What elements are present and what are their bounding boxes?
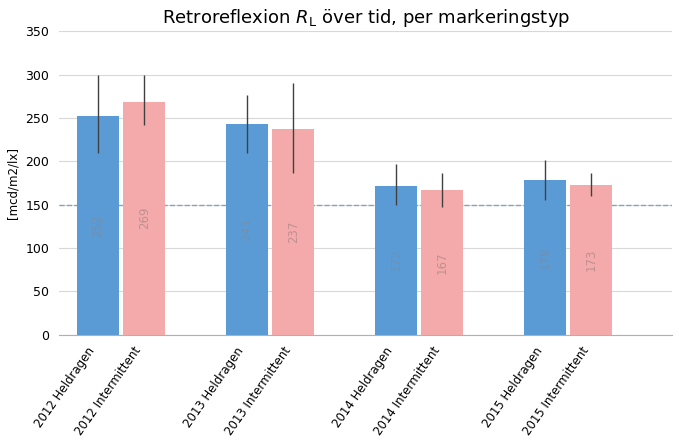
- Bar: [272, 129, 314, 335]
- Text: 173: 173: [585, 249, 598, 271]
- Bar: [77, 116, 119, 335]
- Text: 269: 269: [138, 207, 151, 229]
- Text: 178: 178: [538, 247, 551, 269]
- Bar: [375, 186, 417, 335]
- Bar: [226, 124, 268, 335]
- Bar: [570, 185, 612, 335]
- Text: 172: 172: [390, 249, 403, 271]
- Bar: [123, 101, 165, 335]
- Text: 167: 167: [436, 251, 449, 274]
- Bar: [524, 180, 566, 335]
- Y-axis label: [mcd/m2/lx]: [mcd/m2/lx]: [7, 147, 20, 219]
- Text: 237: 237: [287, 221, 299, 243]
- Text: 243: 243: [240, 218, 253, 241]
- Bar: [422, 190, 463, 335]
- Title: Retroreflexion $R_\mathrm{L}$ över tid, per markeringstyp: Retroreflexion $R_\mathrm{L}$ över tid, …: [162, 7, 570, 29]
- Text: 252: 252: [91, 214, 105, 237]
